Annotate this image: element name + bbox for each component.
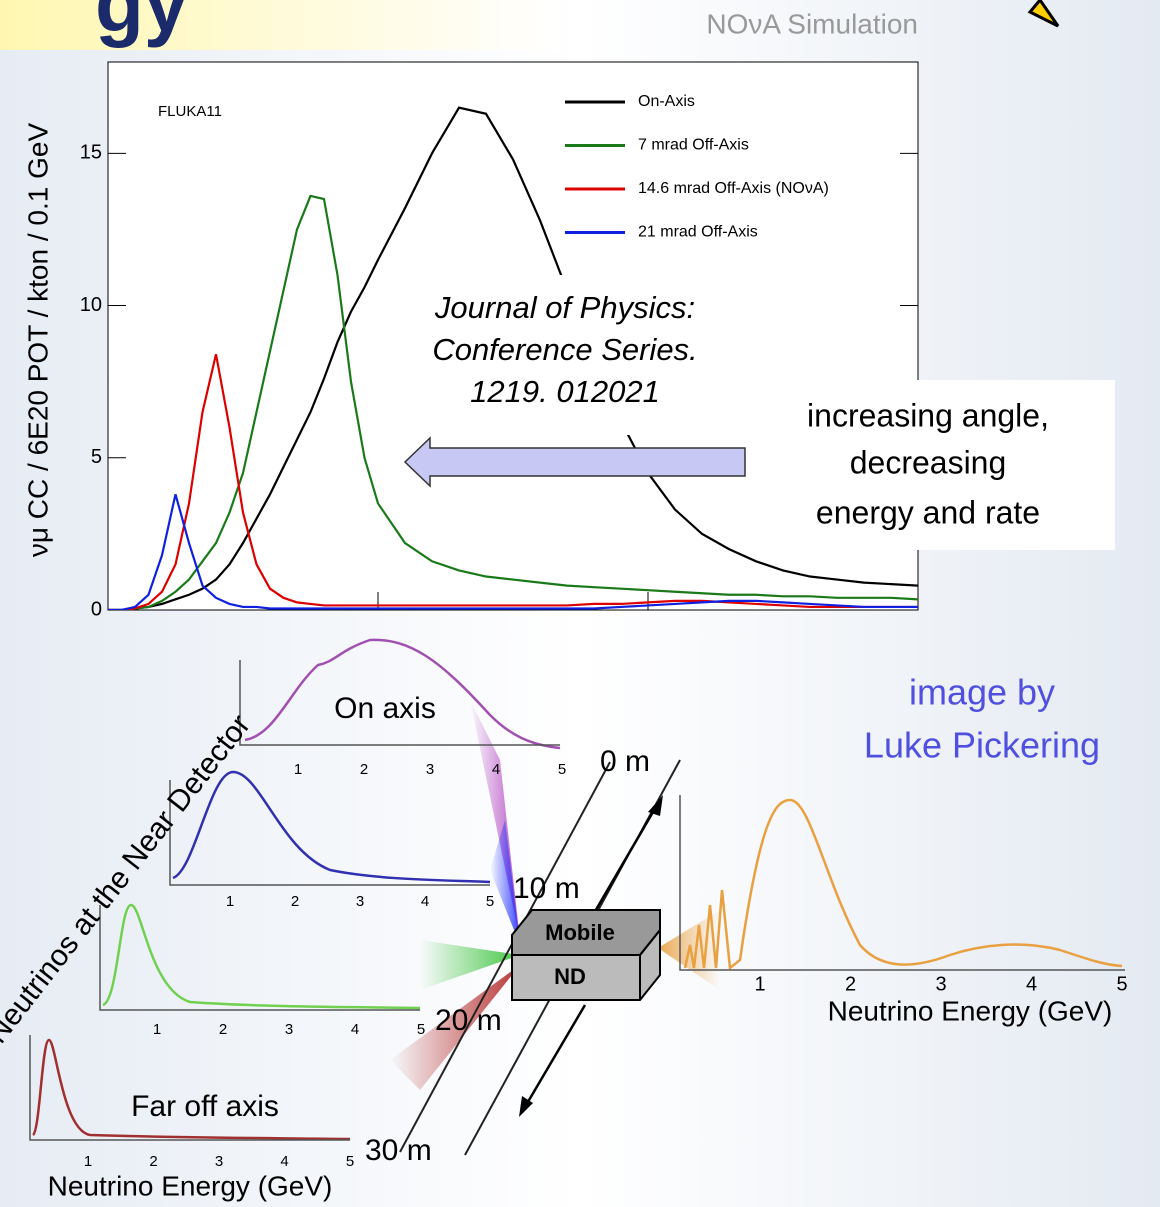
curve-spectrum	[683, 798, 1123, 971]
detector-edge	[639, 929, 661, 956]
curve-on-axis	[244, 638, 561, 750]
panel-tick-label: 4	[421, 893, 429, 910]
panel-label: On axis	[334, 692, 436, 725]
panel-tick-label: 5	[558, 761, 566, 778]
panel-tick-label: 1	[84, 1153, 92, 1170]
panel-tick-label: 4	[492, 761, 500, 778]
credit-line: image by	[909, 672, 1055, 713]
plot: 0 5 10 15 0 5 10 15 νμ CC / 6E20 POT / kton / 0.…	[22, 93, 929, 642]
detector-label: ND	[554, 964, 586, 989]
note-line: energy and rate	[816, 494, 1040, 530]
citation-line: Conference Series.	[432, 332, 697, 367]
arrowhead-up	[648, 795, 663, 816]
y-tick-label: 10	[80, 294, 102, 316]
title-fragment: gy	[95, 0, 189, 48]
panel-tick-label: 2	[291, 893, 299, 910]
note-box	[745, 380, 1115, 550]
panel-axis	[169, 780, 490, 886]
series-line	[108, 354, 918, 610]
simulation-label: NOνA Simulation	[706, 8, 918, 39]
panel-axis	[239, 660, 560, 746]
panel-tick-label: 5	[417, 1021, 425, 1038]
panel-tick-label: 1	[153, 1021, 161, 1038]
y-tick-label: 15	[80, 142, 102, 164]
note-line: decreasing	[850, 444, 1007, 480]
arrowhead-down	[519, 1096, 533, 1117]
series-line	[108, 494, 918, 610]
spectrum-axis	[679, 795, 1125, 971]
spectrum-tick-label: 2	[845, 973, 856, 995]
spectrum-tick-label: 3	[935, 973, 946, 995]
panel-tick-label: 5	[486, 893, 494, 910]
legend-label: 14.6 mrad Off-Axis (NOνA)	[638, 180, 829, 197]
panel-tick-label: 3	[356, 893, 364, 910]
panel-tick-label: 3	[215, 1153, 223, 1170]
fan-blue	[490, 820, 520, 945]
x-axis-label: Neutrino Energy (GeV)	[828, 995, 1113, 1026]
citation-line: 1219. 012021	[470, 374, 660, 409]
panel-tick-label: 3	[426, 761, 434, 778]
panel-tick-label: 2	[149, 1153, 157, 1170]
panel-axis	[29, 1035, 350, 1141]
fan-green	[420, 940, 520, 990]
panel-tick-label: 1	[294, 761, 302, 778]
citation-line: Journal of Physics:	[434, 290, 695, 325]
x-tick-label: 0	[102, 620, 113, 642]
curve-blue	[172, 770, 491, 884]
panel-tick-label: 2	[219, 1021, 227, 1038]
y-tick-label: 5	[91, 446, 102, 468]
x-tick-label: 10	[637, 620, 659, 642]
curve-red	[31, 1038, 351, 1141]
panel-tick-label: 2	[360, 761, 368, 778]
spectrum-tick-label: 1	[754, 973, 765, 995]
rail-left	[399, 761, 611, 1153]
y-axis-label: νμ CC / 6E20 POT / kton / 0.1 GeV	[22, 123, 53, 558]
series-line	[108, 106, 918, 610]
panel-tick-label: 3	[285, 1021, 293, 1038]
arrow-down	[520, 1004, 587, 1113]
citation-box	[398, 275, 733, 435]
arrow-up	[588, 799, 662, 921]
panel-axis	[99, 905, 420, 1011]
series-line	[108, 194, 918, 610]
panel-tick-label: 4	[280, 1153, 288, 1170]
panel-tick-label: 5	[346, 1153, 354, 1170]
fan-red	[390, 965, 520, 1090]
distance-label: 30 m	[365, 1134, 432, 1167]
corner-arrow	[1027, 0, 1060, 28]
x-tick-label: 15	[907, 620, 929, 642]
x-tick-label: 5	[372, 620, 383, 642]
legend-label: On-Axis	[638, 93, 695, 110]
annotation: FLUKA11	[158, 103, 222, 120]
distance-label: 0 m	[600, 745, 650, 778]
note-line: increasing angle,	[807, 397, 1049, 433]
spectrum-tick-label: 5	[1116, 973, 1127, 995]
y-tick-label: 0	[91, 598, 102, 620]
legend-label: 7 mrad Off-Axis	[638, 137, 749, 154]
credit-line: Luke Pickering	[864, 725, 1100, 766]
x-ticks: 0 5 10 15	[102, 592, 929, 642]
distance-label: 20 m	[435, 1004, 502, 1037]
panel-label: Far off axis	[131, 1090, 279, 1123]
curve-green	[102, 903, 421, 1010]
spectrum-tick-label: 4	[1026, 973, 1037, 995]
panel-tick-label: 4	[351, 1021, 359, 1038]
x-axis-label: Neutrino Energy (GeV)	[48, 1170, 333, 1201]
panel-tick-label: 1	[226, 893, 234, 910]
legend-label: 21 mrad Off-Axis	[638, 224, 758, 241]
arrow	[403, 436, 746, 488]
distance-label: 10 m	[513, 872, 580, 905]
detector-label: Mobile	[545, 920, 615, 945]
title-bar	[0, 0, 560, 50]
